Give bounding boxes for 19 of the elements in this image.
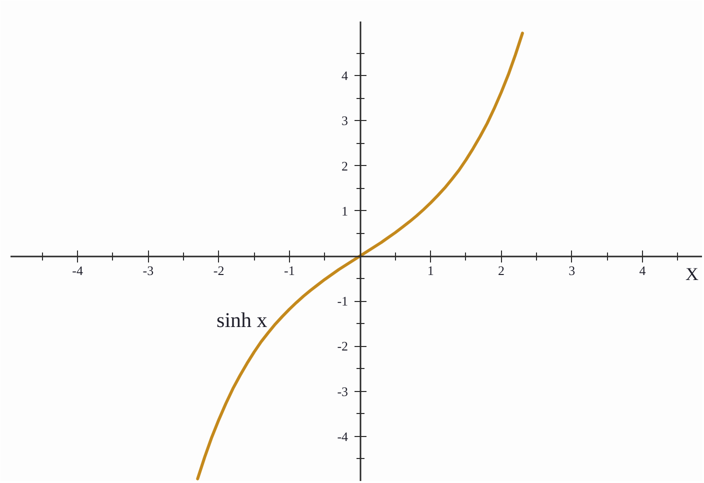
x-tick-label: -4 bbox=[72, 263, 84, 278]
x-axis-title: X bbox=[686, 264, 698, 284]
x-tick-label: 4 bbox=[639, 263, 646, 278]
x-tick-label: -2 bbox=[213, 263, 224, 278]
y-tick-label: -1 bbox=[337, 294, 348, 309]
x-tick-label: 3 bbox=[568, 263, 576, 278]
x-tick-label: -1 bbox=[284, 263, 295, 278]
x-tick-label: 2 bbox=[498, 263, 505, 278]
y-tick-label: 4 bbox=[342, 68, 349, 84]
x-tick-label: -3 bbox=[142, 263, 154, 278]
y-tick-label: 1 bbox=[342, 203, 348, 218]
y-tick-label: -4 bbox=[337, 428, 349, 444]
y-tick-label: -3 bbox=[337, 384, 348, 399]
y-tick-label: -2 bbox=[337, 338, 348, 354]
y-tick-label: 3 bbox=[342, 113, 348, 128]
y-tick-label: 2 bbox=[342, 158, 348, 174]
line-series bbox=[196, 32, 524, 480]
x-tick-label: 1 bbox=[427, 263, 434, 278]
series-label: sinh x bbox=[216, 308, 268, 332]
